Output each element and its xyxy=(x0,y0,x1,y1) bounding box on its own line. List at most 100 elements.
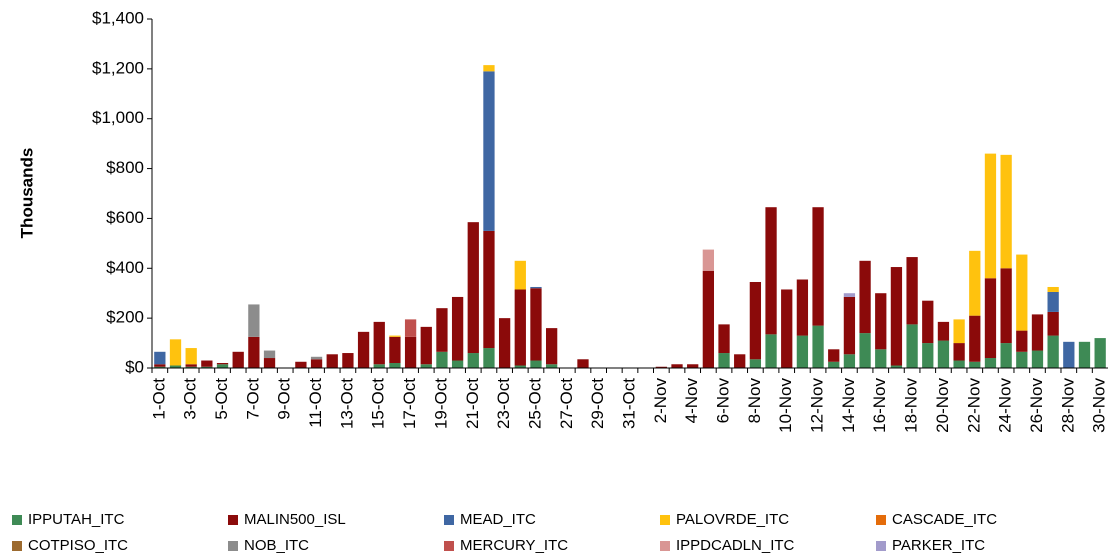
bar-segment xyxy=(1000,268,1012,344)
y-tick-label: $1,000 xyxy=(92,108,144,127)
legend-label: COTPISO_ITC xyxy=(28,537,128,554)
bar-segment xyxy=(749,281,762,360)
bar-segment xyxy=(577,359,589,368)
legend-label: IPPUTAH_ITC xyxy=(28,511,125,528)
x-tick-label: 20-Nov xyxy=(933,378,952,433)
bar-segment xyxy=(734,354,746,368)
bar-segment xyxy=(530,360,542,368)
bar-segment xyxy=(812,207,824,326)
bar-segment xyxy=(1016,330,1028,352)
bar-segment xyxy=(1031,314,1044,351)
x-tick-label: 19-Oct xyxy=(431,378,450,429)
bar-segment xyxy=(1047,291,1059,312)
bar-segment xyxy=(201,366,213,368)
x-tick-label: 24-Nov xyxy=(996,378,1015,433)
bar-segment xyxy=(357,331,370,368)
bar-segment xyxy=(420,326,432,365)
legend-swatch xyxy=(660,515,670,525)
bar-segment xyxy=(154,364,166,367)
bar-segment xyxy=(514,289,526,366)
bar-segment xyxy=(687,364,699,368)
bar-segment xyxy=(185,364,197,367)
bar-segment xyxy=(248,336,260,368)
bar-segment xyxy=(1078,341,1091,368)
bar-segment xyxy=(702,249,715,271)
bar-segment xyxy=(404,319,417,337)
bar-segment xyxy=(389,363,401,368)
legend-label: CASCADE_ITC xyxy=(892,511,997,528)
bar-segment xyxy=(906,257,918,325)
bar-segment xyxy=(1016,254,1028,331)
bar-segment xyxy=(1047,311,1059,336)
bar-segment xyxy=(373,321,385,365)
legend-swatch xyxy=(876,541,886,551)
x-tick-label: 29-Oct xyxy=(588,378,607,429)
bar-segment xyxy=(859,260,871,334)
bar-segment xyxy=(843,296,856,355)
bar-segment xyxy=(922,300,934,344)
y-tick-label: $0 xyxy=(125,357,144,376)
bar-segment xyxy=(263,358,276,368)
legend-swatch xyxy=(228,515,238,525)
bar-segment xyxy=(404,336,417,368)
legend-swatch xyxy=(660,541,670,551)
x-tick-label: 17-Oct xyxy=(400,378,419,429)
bar-segment xyxy=(671,364,683,368)
bar-segment xyxy=(984,278,997,359)
bar-segment xyxy=(436,308,448,352)
bar-segment xyxy=(937,340,950,368)
bar-segment xyxy=(1016,351,1028,368)
legend-label: PARKER_ITC xyxy=(892,537,985,554)
bar-segment xyxy=(389,336,401,364)
bar-segment xyxy=(232,351,244,368)
bar-segment xyxy=(467,353,479,368)
legend-label: PALOVRDE_ITC xyxy=(676,511,789,528)
x-tick-label: 26-Nov xyxy=(1027,378,1046,433)
bar-segment xyxy=(765,207,777,335)
x-tick-label: 13-Oct xyxy=(337,378,356,429)
legend-swatch xyxy=(444,541,454,551)
bar-segment xyxy=(498,318,511,368)
bar-segment xyxy=(890,267,903,366)
bar-segment xyxy=(1063,341,1075,368)
bar-segment xyxy=(828,361,840,368)
bar-segment xyxy=(514,260,526,290)
bar-segment xyxy=(248,304,260,337)
bar-segment xyxy=(530,286,542,289)
bar-segment xyxy=(216,363,229,365)
x-tick-label: 14-Nov xyxy=(839,378,858,433)
x-tick-label: 5-Oct xyxy=(212,378,231,420)
bar-segment xyxy=(969,361,981,368)
bar-segment xyxy=(843,293,856,297)
bar-segment xyxy=(451,296,464,361)
legend-label: MEAD_ITC xyxy=(460,511,536,528)
x-tick-label: 16-Nov xyxy=(870,378,889,433)
bar-segment xyxy=(154,351,166,365)
bar-segment xyxy=(295,361,307,368)
bar-segment xyxy=(326,354,338,368)
x-tick-label: 8-Nov xyxy=(745,378,764,424)
bar-segment xyxy=(1047,335,1059,368)
bar-segment xyxy=(1031,350,1044,368)
bar-segment xyxy=(373,364,385,368)
bar-segment xyxy=(201,360,213,367)
x-tick-label: 28-Nov xyxy=(1058,378,1077,433)
bar-segment xyxy=(436,351,448,368)
bar-segment xyxy=(828,349,840,362)
x-tick-label: 4-Nov xyxy=(682,378,701,424)
bar-segment xyxy=(718,324,730,354)
y-tick-label: $600 xyxy=(106,208,144,227)
bar-segment xyxy=(545,364,558,368)
bar-segment xyxy=(953,319,965,344)
bar-segment xyxy=(216,364,229,368)
x-tick-label: 11-Oct xyxy=(306,378,325,428)
bar-segment xyxy=(984,358,997,368)
x-tick-label: 15-Oct xyxy=(369,378,388,429)
bar-segment xyxy=(1047,286,1059,292)
bar-segment xyxy=(922,343,934,368)
bar-segment xyxy=(718,353,730,368)
bar-segment xyxy=(185,366,197,368)
bar-segment xyxy=(483,65,495,72)
bar-segment xyxy=(953,360,965,368)
